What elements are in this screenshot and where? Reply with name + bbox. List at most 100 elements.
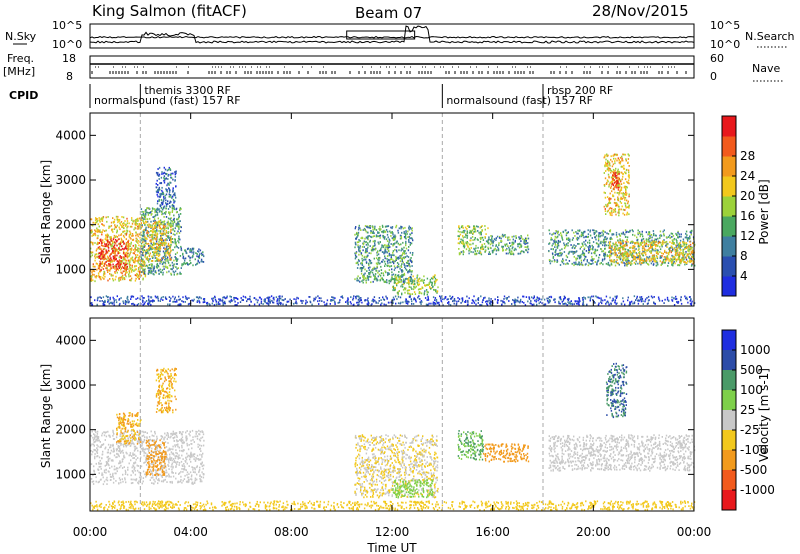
scatter-cell (125, 233, 128, 235)
scatter-cell (406, 289, 409, 292)
scatter-cell (149, 224, 151, 226)
scatter-cell (435, 299, 438, 301)
scatter-cell (385, 303, 387, 306)
scatter-cell (135, 274, 138, 277)
scatter-cell (568, 251, 570, 254)
scatter-cell (112, 265, 114, 268)
scatter-cell (594, 236, 596, 239)
scatter-cell (471, 302, 473, 304)
scatter-cell (124, 230, 126, 233)
scatter-cell (529, 302, 531, 305)
scatter-cell (90, 231, 92, 234)
scatter-cell (632, 256, 634, 259)
scatter-cell (148, 301, 150, 304)
scatter-cell (147, 242, 150, 245)
scatter-cell (90, 277, 93, 280)
scatter-cell (163, 178, 166, 180)
scatter-cell (564, 302, 566, 305)
scatter-cell (142, 270, 144, 273)
scatter-cell (173, 263, 175, 266)
scatter-cell (131, 264, 133, 267)
scatter-cell (601, 259, 604, 262)
scatter-cell (182, 296, 184, 299)
scatter-cell (672, 262, 674, 265)
scatter-cell (152, 272, 154, 275)
scatter-cell (186, 252, 188, 255)
scatter-cell (162, 271, 164, 274)
scatter-cell (626, 261, 628, 264)
scatter-cell (149, 266, 151, 269)
scatter-cell (593, 300, 595, 303)
scatter-cell (113, 304, 115, 306)
scatter-cell (164, 239, 166, 241)
scatter-cell (119, 242, 122, 244)
scatter-cell (124, 220, 126, 222)
scatter-cell (626, 230, 628, 233)
nsearch-line (89, 35, 695, 39)
scatter-cell (563, 295, 566, 298)
scatter-cell (656, 261, 659, 264)
scatter-cell (692, 253, 694, 256)
scatter-cell (659, 237, 661, 239)
scatter-cell (680, 245, 682, 248)
scatter-cell (153, 300, 155, 302)
scatter-cell (524, 237, 527, 240)
scatter-cell (120, 271, 122, 274)
scatter-cell (608, 250, 610, 253)
scatter-cell (350, 296, 352, 298)
scatter-cell (194, 258, 196, 261)
scatter-cell (168, 224, 170, 226)
scatter-cell (566, 304, 568, 306)
scatter-cell (678, 255, 681, 257)
scatter-cell (575, 250, 577, 253)
scatter-cell (159, 258, 162, 261)
scatter-cell (90, 275, 92, 278)
scatter-cell (164, 254, 166, 257)
scatter-cell (129, 263, 131, 266)
scatter-cell (612, 299, 615, 302)
scatter-cell (112, 238, 115, 241)
scatter-cell (411, 288, 413, 290)
scatter-cell (267, 296, 269, 299)
scatter-cell (688, 237, 691, 240)
scatter-cell (138, 250, 140, 252)
scatter-cell (571, 262, 573, 265)
scatter-cell (152, 231, 154, 233)
scatter-cell (402, 261, 404, 264)
scatter-cell (165, 199, 167, 202)
scatter-cell (158, 272, 160, 275)
scatter-cell (474, 238, 476, 241)
scatter-cell (396, 265, 399, 267)
scatter-cell (616, 302, 618, 305)
scatter-cell (401, 257, 404, 260)
scatter-cell (156, 225, 158, 228)
scatter-cell (144, 265, 146, 268)
scatter-cell (100, 276, 102, 278)
scatter-cell (382, 296, 384, 299)
scatter-cell (503, 295, 506, 298)
scatter-cell (154, 211, 156, 214)
scatter-cell (177, 230, 179, 233)
scatter-cell (411, 237, 413, 240)
scatter-cell (397, 291, 399, 294)
scatter-cell (106, 267, 108, 269)
scatter-cell (423, 282, 425, 284)
scatter-cell (192, 248, 194, 251)
scatter-cell (663, 233, 665, 235)
scatter-cell (459, 241, 462, 243)
scatter-cell (104, 255, 106, 258)
scatter-cell (514, 240, 516, 243)
scatter-cell (357, 244, 359, 247)
scatter-cell (156, 221, 158, 224)
scatter-cell (379, 262, 381, 265)
scatter-cell (606, 237, 608, 240)
scatter-cell (151, 266, 153, 269)
cpid-segment-label: rbsp 200 RF (547, 84, 613, 97)
scatter-cell (373, 232, 375, 235)
scatter-cell (167, 168, 170, 171)
scatter-cell (394, 273, 397, 276)
scatter-cell (133, 303, 136, 306)
scatter-cell (126, 256, 129, 259)
scatter-cell (169, 254, 171, 257)
scatter-cell (555, 248, 557, 251)
